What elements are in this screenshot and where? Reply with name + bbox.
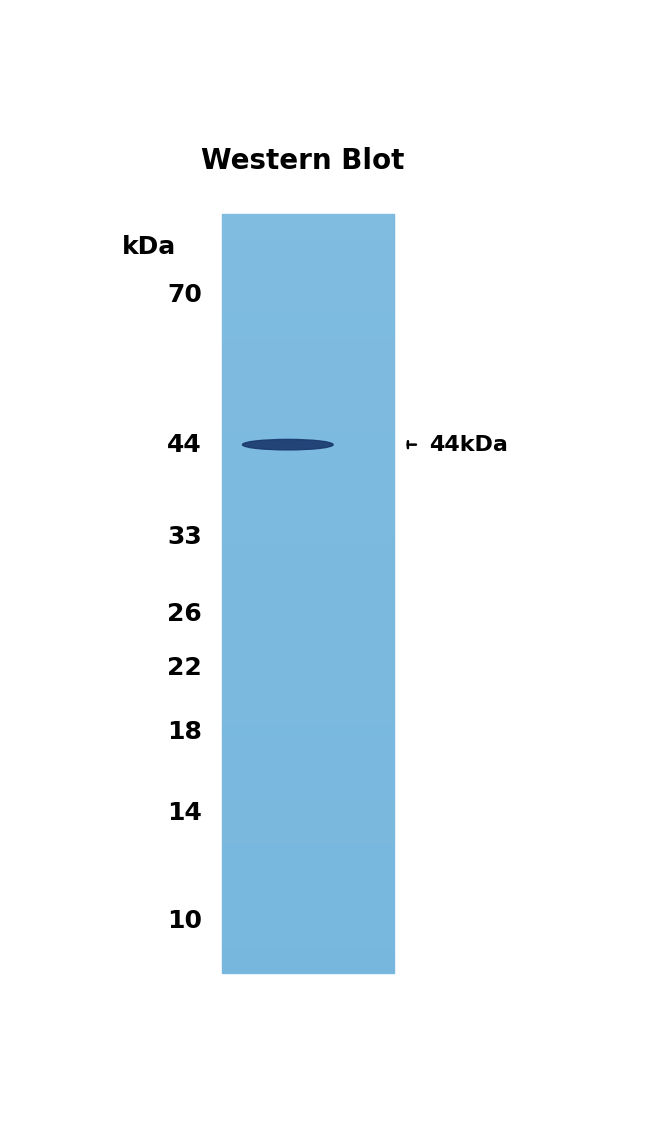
- Ellipse shape: [242, 440, 333, 450]
- Text: 44kDa: 44kDa: [429, 435, 508, 454]
- Text: Western Blot: Western Blot: [202, 147, 404, 176]
- Bar: [222, 214, 393, 973]
- Text: 26: 26: [168, 602, 202, 625]
- Text: 22: 22: [168, 656, 202, 680]
- Text: 33: 33: [168, 526, 202, 550]
- Text: 44: 44: [168, 433, 202, 457]
- Text: kDa: kDa: [122, 236, 176, 259]
- Text: 18: 18: [167, 721, 202, 744]
- Text: 10: 10: [167, 909, 202, 934]
- Text: 70: 70: [167, 283, 202, 307]
- Text: 14: 14: [167, 801, 202, 825]
